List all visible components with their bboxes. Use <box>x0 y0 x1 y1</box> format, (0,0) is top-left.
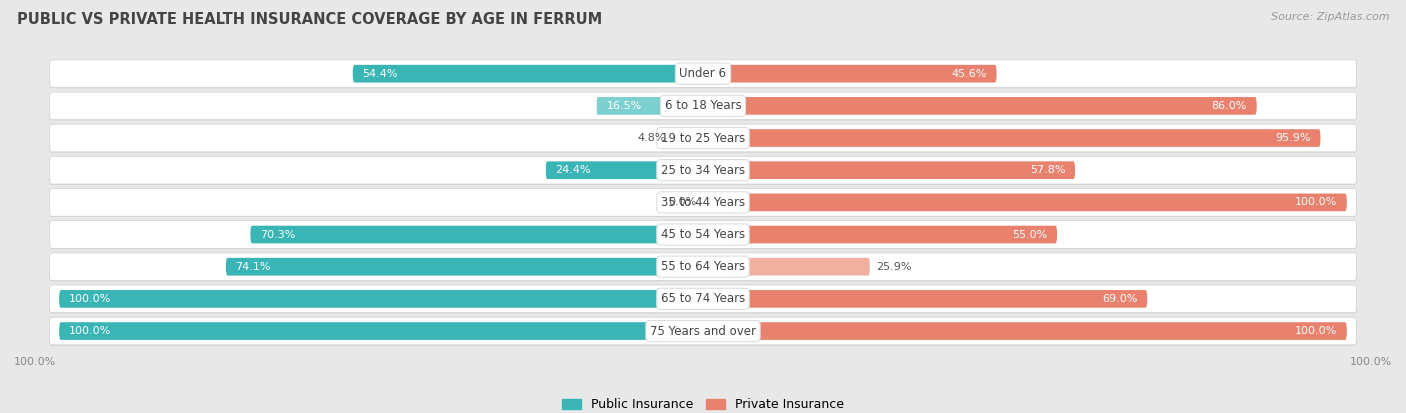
Text: 35 to 44 Years: 35 to 44 Years <box>661 196 745 209</box>
Legend: Public Insurance, Private Insurance: Public Insurance, Private Insurance <box>557 393 849 413</box>
Text: 75 Years and over: 75 Years and over <box>650 325 756 337</box>
FancyBboxPatch shape <box>49 285 1357 313</box>
Text: 25 to 34 Years: 25 to 34 Years <box>661 164 745 177</box>
Text: 74.1%: 74.1% <box>236 262 271 272</box>
Text: Under 6: Under 6 <box>679 67 727 80</box>
Text: 55 to 64 Years: 55 to 64 Years <box>661 260 745 273</box>
FancyBboxPatch shape <box>250 225 703 243</box>
Text: 95.9%: 95.9% <box>1275 133 1310 143</box>
FancyBboxPatch shape <box>49 60 1357 88</box>
Text: 100.0%: 100.0% <box>1295 326 1337 336</box>
FancyBboxPatch shape <box>703 290 1147 308</box>
FancyBboxPatch shape <box>546 161 703 179</box>
Text: 65 to 74 Years: 65 to 74 Years <box>661 292 745 305</box>
FancyBboxPatch shape <box>226 258 703 275</box>
Text: 86.0%: 86.0% <box>1212 101 1247 111</box>
FancyBboxPatch shape <box>49 124 1357 152</box>
FancyBboxPatch shape <box>59 322 703 340</box>
FancyBboxPatch shape <box>49 221 1357 249</box>
Text: 100.0%: 100.0% <box>69 294 111 304</box>
Text: 55.0%: 55.0% <box>1012 230 1047 240</box>
Text: 16.5%: 16.5% <box>606 101 641 111</box>
FancyBboxPatch shape <box>703 225 1057 243</box>
Text: PUBLIC VS PRIVATE HEALTH INSURANCE COVERAGE BY AGE IN FERRUM: PUBLIC VS PRIVATE HEALTH INSURANCE COVER… <box>17 12 602 27</box>
Text: 0.0%: 0.0% <box>668 197 696 207</box>
Text: 4.8%: 4.8% <box>637 133 665 143</box>
FancyBboxPatch shape <box>703 161 1076 179</box>
FancyBboxPatch shape <box>596 97 703 115</box>
Text: 54.4%: 54.4% <box>363 69 398 79</box>
FancyBboxPatch shape <box>49 221 1357 248</box>
FancyBboxPatch shape <box>49 254 1357 281</box>
FancyBboxPatch shape <box>49 92 1357 120</box>
FancyBboxPatch shape <box>49 253 1357 280</box>
FancyBboxPatch shape <box>49 189 1357 217</box>
Text: 100.0%: 100.0% <box>1350 356 1392 367</box>
Text: 69.0%: 69.0% <box>1102 294 1137 304</box>
FancyBboxPatch shape <box>703 97 1257 115</box>
Text: 6 to 18 Years: 6 to 18 Years <box>665 100 741 112</box>
FancyBboxPatch shape <box>672 129 703 147</box>
Text: 57.8%: 57.8% <box>1031 165 1066 175</box>
FancyBboxPatch shape <box>49 125 1357 152</box>
Text: 45 to 54 Years: 45 to 54 Years <box>661 228 745 241</box>
FancyBboxPatch shape <box>703 129 1320 147</box>
Text: 100.0%: 100.0% <box>1295 197 1337 207</box>
Text: 100.0%: 100.0% <box>69 326 111 336</box>
Text: 25.9%: 25.9% <box>876 262 911 272</box>
FancyBboxPatch shape <box>49 189 1357 216</box>
Text: 70.3%: 70.3% <box>260 230 295 240</box>
FancyBboxPatch shape <box>49 286 1357 313</box>
Text: Source: ZipAtlas.com: Source: ZipAtlas.com <box>1271 12 1389 22</box>
FancyBboxPatch shape <box>49 318 1357 346</box>
Text: 19 to 25 Years: 19 to 25 Years <box>661 131 745 145</box>
Text: 45.6%: 45.6% <box>952 69 987 79</box>
FancyBboxPatch shape <box>353 65 703 83</box>
Text: 24.4%: 24.4% <box>555 165 591 175</box>
FancyBboxPatch shape <box>49 157 1357 184</box>
FancyBboxPatch shape <box>49 60 1357 88</box>
FancyBboxPatch shape <box>49 317 1357 345</box>
FancyBboxPatch shape <box>703 65 997 83</box>
FancyBboxPatch shape <box>703 258 870 275</box>
FancyBboxPatch shape <box>49 157 1357 185</box>
FancyBboxPatch shape <box>59 290 703 308</box>
FancyBboxPatch shape <box>703 322 1347 340</box>
Text: 100.0%: 100.0% <box>14 356 56 367</box>
FancyBboxPatch shape <box>703 194 1347 211</box>
FancyBboxPatch shape <box>49 93 1357 120</box>
